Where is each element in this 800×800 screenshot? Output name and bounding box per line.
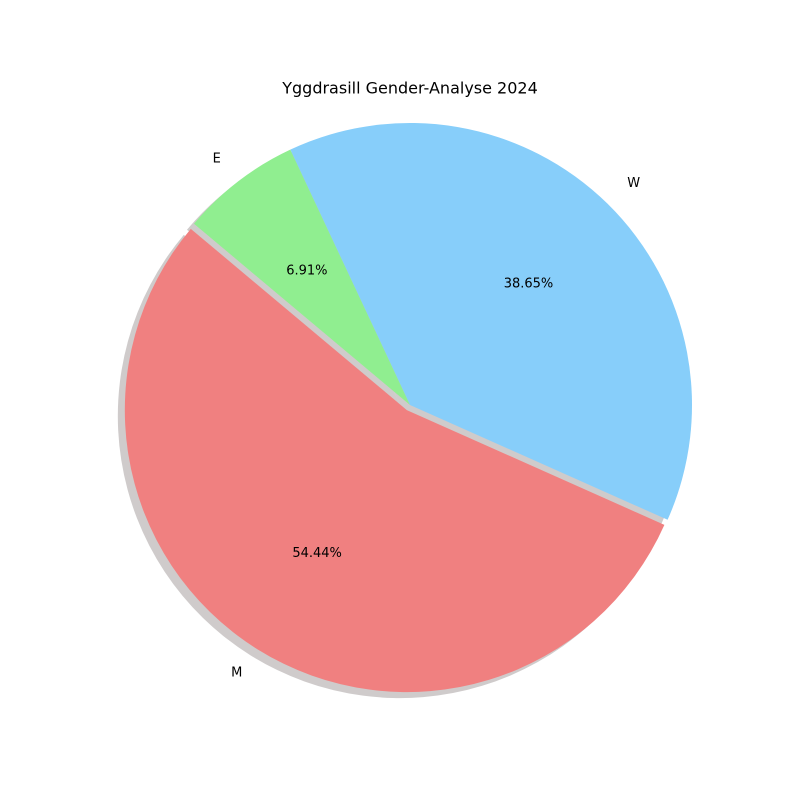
label-layer: M 54.44% W 38.65% E 6.91% — [213, 152, 641, 681]
slice-pct-w: 38.65% — [504, 277, 554, 292]
slice-m — [124, 228, 665, 693]
chart-title: Yggdrasill Gender-Analyse 2024 — [281, 79, 538, 98]
slice-label-e: E — [213, 152, 221, 167]
slice-pct-e: 6.91% — [286, 263, 327, 278]
slice-e — [193, 149, 410, 405]
slice-layer — [124, 123, 692, 693]
slice-pct-m: 54.44% — [292, 546, 342, 561]
slice-label-m: M — [231, 666, 242, 681]
slice-w — [290, 123, 692, 520]
slice-label-w: W — [627, 176, 640, 191]
